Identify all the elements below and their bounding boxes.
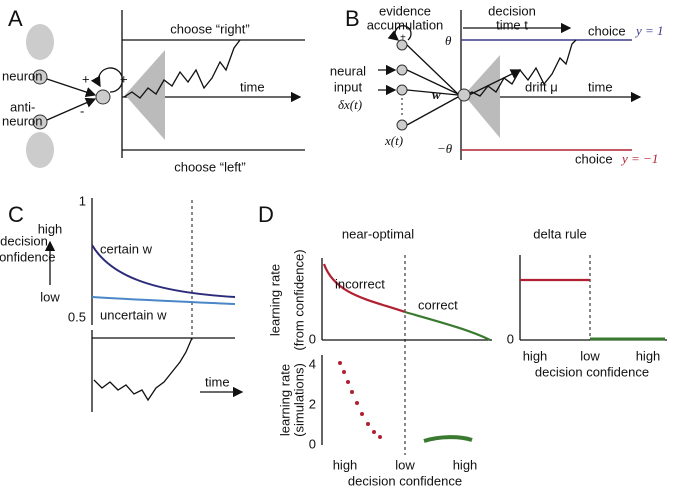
label: time — [240, 79, 265, 94]
legend-label: certain w — [100, 241, 153, 256]
tick-label: low — [580, 348, 600, 363]
axis-label: low — [40, 289, 60, 304]
panel-label: B — [345, 6, 360, 31]
label: anti- — [10, 99, 35, 114]
panel-label: D — [258, 202, 274, 227]
panel-d-art — [321, 255, 667, 455]
axis-label: decision — [0, 233, 48, 248]
axis-label: (from confidence) — [291, 249, 306, 350]
axis-label: decision confidence — [348, 473, 462, 488]
axis-label: confidence — [0, 249, 55, 264]
axis-label: time — [205, 374, 230, 389]
label: θ — [445, 33, 452, 48]
label: choice — [588, 23, 626, 38]
tick-label: 0 — [309, 331, 316, 346]
subtitle: near-optimal — [342, 226, 414, 241]
annotation: correct — [418, 297, 458, 312]
panel-label: C — [8, 202, 24, 227]
label: drift μ — [525, 79, 558, 94]
label: time — [588, 79, 613, 94]
tick-label: 1 — [79, 193, 86, 208]
label: time t — [496, 17, 528, 32]
label: evidence — [379, 3, 431, 18]
panel-label: A — [8, 6, 23, 31]
tick-label: low — [395, 457, 415, 472]
tick-label: high — [453, 457, 478, 472]
axis-label: high — [38, 221, 63, 236]
label: accumulation — [367, 17, 444, 32]
label: −θ — [437, 141, 453, 156]
panel-b-art — [378, 10, 642, 160]
panel-c-art — [91, 198, 244, 412]
label: input — [334, 79, 363, 94]
label: choice — [575, 151, 613, 166]
panel-a-art — [26, 10, 305, 168]
tick-label: 0 — [309, 436, 316, 451]
label: + — [120, 71, 128, 86]
label: neural — [330, 63, 366, 78]
label: neuron — [2, 113, 42, 128]
axis-label: learning rate — [277, 364, 292, 436]
label: + — [82, 71, 90, 86]
label: neuron — [2, 68, 42, 83]
annotation: incorrect — [335, 276, 385, 291]
label: x(t) — [384, 133, 403, 148]
tick-label: 0 — [507, 331, 514, 346]
label: choose “left” — [174, 159, 246, 174]
tick-label: high — [333, 457, 358, 472]
label: + — [400, 33, 406, 44]
label: y = −1 — [620, 151, 658, 166]
tick-label: 0.5 — [68, 309, 86, 324]
tick-label: high — [636, 348, 661, 363]
axis-label: (simulations) — [291, 363, 306, 437]
label: δx(t) — [338, 97, 362, 112]
axis-label: decision confidence — [535, 364, 649, 379]
tick-label: 4 — [309, 356, 316, 371]
label: - — [80, 103, 84, 118]
legend-label: uncertain w — [100, 307, 167, 322]
tick-label: high — [523, 348, 548, 363]
subtitle: delta rule — [533, 226, 586, 241]
axis-label: learning rate — [267, 264, 282, 336]
tick-label: 2 — [309, 396, 316, 411]
label: w — [432, 87, 441, 102]
label: choose “right” — [170, 21, 249, 36]
label: decision — [488, 3, 536, 18]
label: y = 1 — [634, 23, 664, 38]
